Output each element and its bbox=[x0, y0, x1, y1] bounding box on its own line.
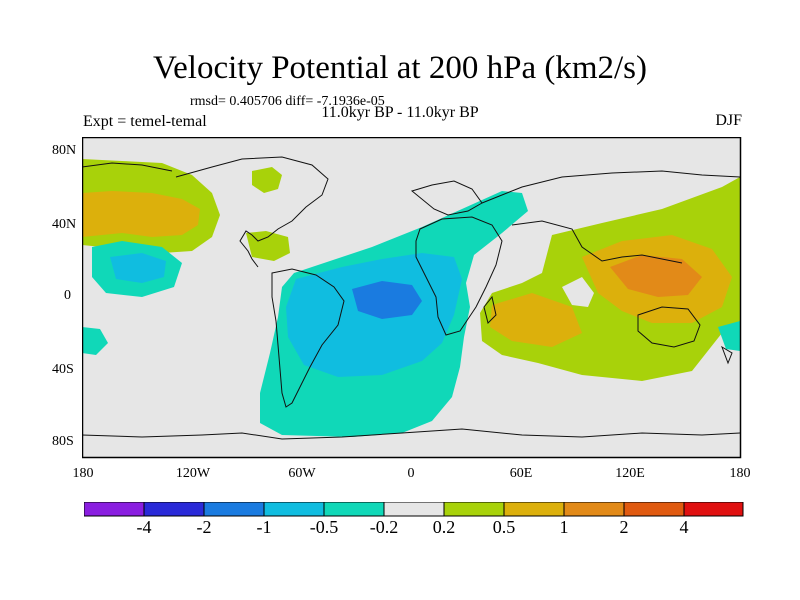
colorbar-box-3 bbox=[203, 502, 265, 517]
colorbar-label-neg4: -4 bbox=[136, 517, 152, 537]
colorbar-box-7 bbox=[443, 502, 505, 517]
caribbean-positive bbox=[246, 231, 290, 261]
colorbar-label-neg2: -2 bbox=[196, 517, 212, 537]
colorbar-label-4: 4 bbox=[679, 517, 689, 537]
y-label-40s: 40S bbox=[52, 362, 74, 377]
x-label-0: 0 bbox=[407, 466, 415, 481]
y-label-40n: 40N bbox=[52, 217, 77, 232]
colorbar-box-8 bbox=[503, 502, 565, 517]
x-label-120w: 120W bbox=[175, 466, 211, 481]
season-label: DJF bbox=[715, 112, 742, 129]
x-label-120e: 120E bbox=[615, 466, 645, 481]
coastlines bbox=[82, 156, 740, 440]
map-frame bbox=[82, 137, 742, 459]
colorbar-box-11 bbox=[683, 502, 744, 517]
atlantic-deep-blue bbox=[352, 281, 422, 319]
hudson-positive bbox=[252, 167, 282, 193]
colorbar-box-2 bbox=[143, 502, 205, 517]
indian-ocean-orange bbox=[490, 293, 582, 347]
colorbar-label-neg02: -0.2 bbox=[369, 517, 399, 537]
colorbar bbox=[84, 502, 744, 517]
colorbar-label-2: 2 bbox=[619, 517, 629, 537]
colorbar-box-6 bbox=[383, 502, 445, 517]
north-pacific-orange bbox=[82, 191, 200, 237]
x-label-60w: 60W bbox=[288, 466, 316, 481]
plot-title: Velocity Potential at 200 hPa (km2/s) bbox=[152, 50, 648, 86]
south-pacific-cyan bbox=[82, 327, 108, 355]
colorbar-label-neg05: -0.5 bbox=[309, 517, 339, 537]
x-label-180w: 180 bbox=[72, 466, 94, 481]
east-pacific-blue bbox=[110, 253, 166, 283]
x-label-180e: 180 bbox=[729, 466, 751, 481]
stats-text: rmsd= 0.405706 diff= -7.1936e-05 bbox=[190, 94, 385, 109]
y-label-80n: 80N bbox=[52, 143, 77, 158]
colorbar-label-05: 0.5 bbox=[492, 517, 516, 537]
colorbar-box-1 bbox=[84, 502, 145, 517]
colorbar-label-02: 0.2 bbox=[432, 517, 456, 537]
colorbar-label-1: 1 bbox=[559, 517, 569, 537]
velocity-potential-map bbox=[82, 137, 742, 459]
colorbar-box-5 bbox=[323, 502, 385, 517]
sub-tropical-gap bbox=[562, 277, 594, 307]
colorbar-label-neg1: -1 bbox=[256, 517, 272, 537]
period-text: 11.0kyr BP - 11.0kyr BP bbox=[321, 104, 479, 121]
y-label-0: 0 bbox=[64, 288, 71, 303]
x-label-60e: 60E bbox=[509, 466, 533, 481]
colorbar-box-9 bbox=[563, 502, 625, 517]
colorbar-box-4 bbox=[263, 502, 325, 517]
colorbar-box-10 bbox=[623, 502, 685, 517]
y-label-80s: 80S bbox=[52, 434, 74, 449]
south-australia-cyan bbox=[718, 321, 740, 351]
maritime-continent-dark-orange bbox=[610, 255, 702, 297]
experiment-label: Expt = temel-temal bbox=[83, 113, 207, 130]
